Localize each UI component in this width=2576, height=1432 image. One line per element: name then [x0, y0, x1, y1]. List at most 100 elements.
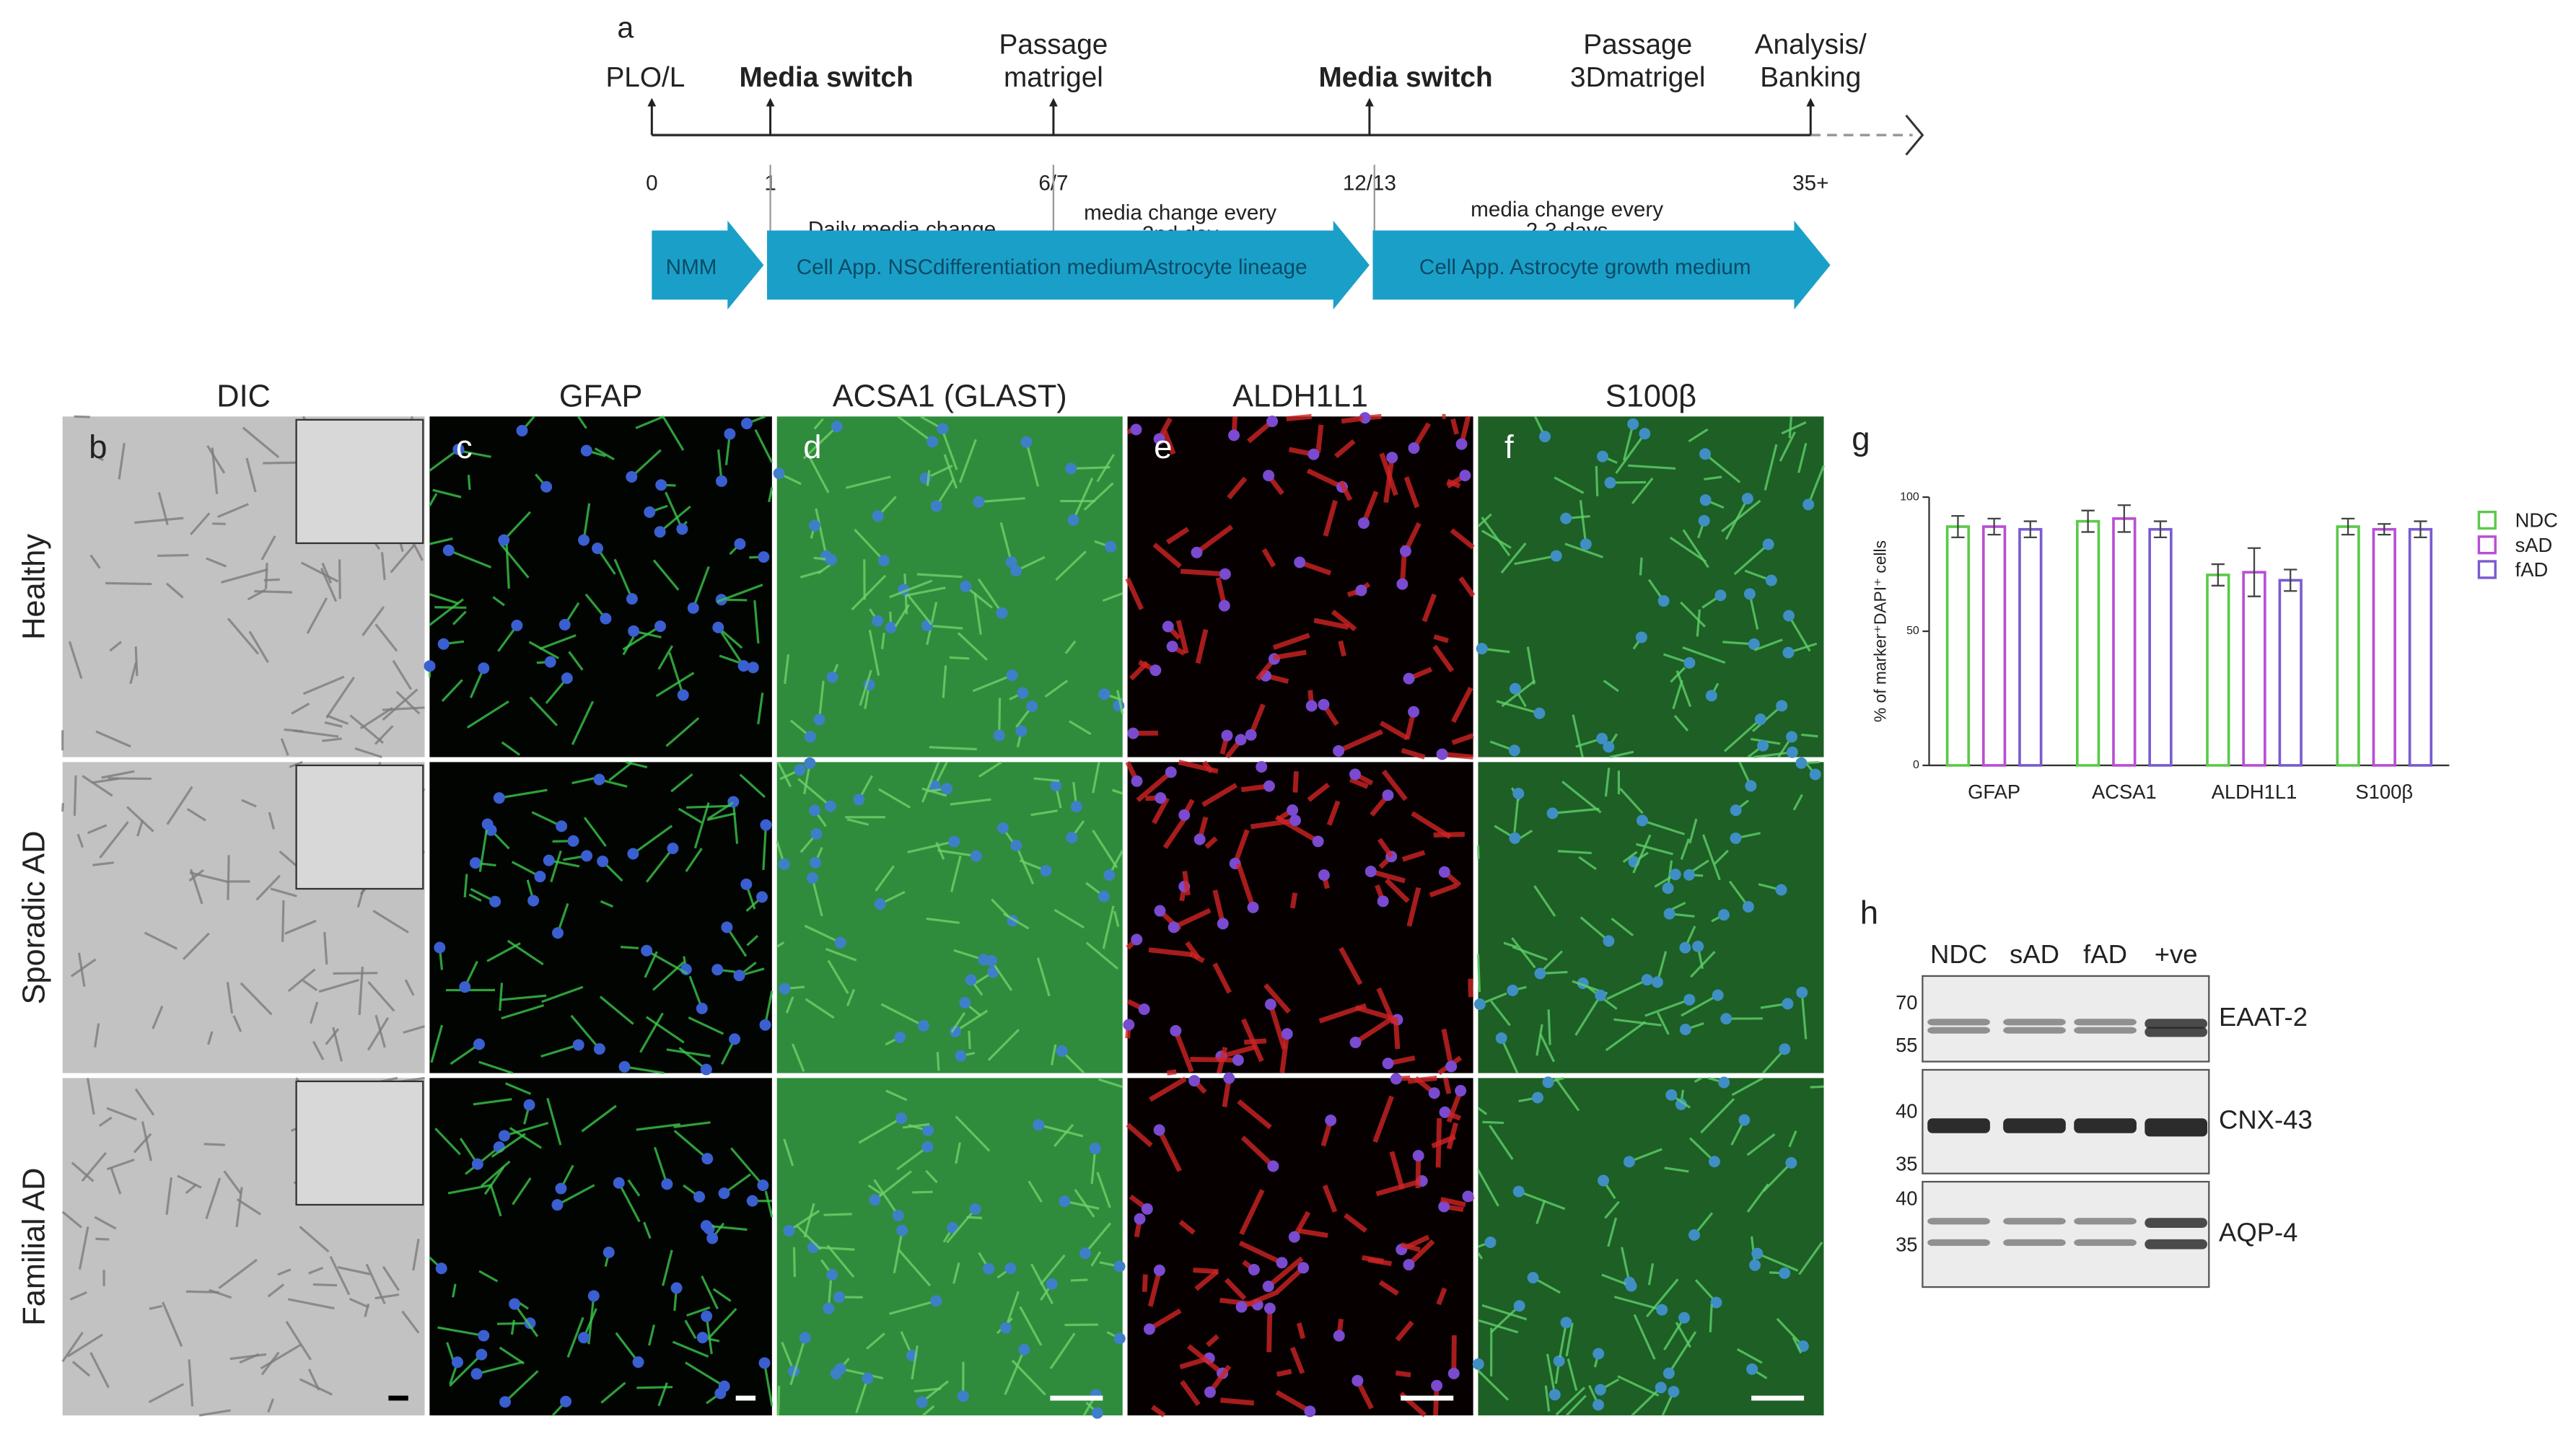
nucleus — [478, 662, 490, 675]
cell-process — [1647, 1263, 1655, 1286]
cell-process — [1567, 1358, 1578, 1392]
cell-process — [1644, 998, 1690, 1017]
nucleus — [834, 936, 846, 949]
cell-process — [1275, 1265, 1305, 1294]
cell-process — [374, 623, 398, 652]
cell-process — [82, 775, 113, 797]
cell-process — [1148, 947, 1193, 957]
cell-process — [1520, 829, 1533, 839]
bar-chart: 0 50 100 % of marker⁺DAPI⁺ cells GFAP ACSA1 AL… — [1870, 491, 2557, 803]
cell-process — [448, 549, 492, 568]
cell-process — [528, 641, 559, 659]
cell-process — [157, 553, 189, 558]
nucleus — [556, 820, 568, 833]
cell-process — [1779, 431, 1796, 462]
nucleus — [1067, 514, 1079, 526]
cell-process — [1083, 482, 1114, 511]
nucleus — [1017, 687, 1029, 699]
cell-process — [1273, 649, 1307, 661]
cell-process — [1733, 543, 1769, 576]
cell-process — [1370, 869, 1406, 884]
nucleus — [894, 1031, 906, 1043]
nucleus — [783, 1224, 795, 1236]
cell-process — [452, 610, 467, 625]
nucleus — [1263, 780, 1275, 792]
nucleus — [1399, 545, 1411, 557]
cell-process — [624, 1066, 665, 1075]
cell-process — [1680, 601, 1707, 628]
cell-process — [324, 721, 343, 728]
cell-process — [1344, 1213, 1367, 1233]
nucleus — [1079, 1247, 1092, 1260]
cell-process — [1672, 680, 1683, 710]
cell-process — [302, 675, 345, 695]
cell-process — [1564, 543, 1603, 558]
nucleus — [996, 822, 1009, 834]
cell-process — [465, 1146, 500, 1175]
nucleus — [1786, 746, 1798, 758]
cell-process — [67, 1333, 103, 1358]
row-label: Sporadic AD — [17, 831, 52, 1005]
nucleus — [469, 857, 481, 869]
nucleus — [1741, 493, 1753, 505]
cell-process — [133, 1133, 152, 1154]
cell-process — [268, 812, 276, 830]
cell-process — [229, 1353, 267, 1361]
nucleus — [1248, 1264, 1260, 1276]
cell-process — [880, 633, 885, 649]
cell-process — [1125, 577, 1144, 610]
nucleus — [498, 1130, 510, 1142]
panel-label: a — [617, 11, 634, 44]
cell-process — [1798, 1242, 1823, 1275]
cell-process — [254, 589, 293, 594]
error-bar — [1951, 514, 1965, 539]
cell-process — [1450, 418, 1460, 435]
cell-process — [429, 593, 460, 605]
cell-process — [1180, 1379, 1201, 1407]
cell-process — [281, 900, 285, 942]
nucleus — [834, 1363, 846, 1375]
cell-process — [404, 979, 415, 996]
cell-process — [678, 807, 703, 824]
nucleus — [1287, 804, 1299, 816]
cell-process — [1668, 1331, 1697, 1374]
nucleus — [626, 593, 638, 605]
nucleus — [1651, 976, 1663, 988]
cell-process — [429, 448, 460, 472]
nucleus — [1641, 974, 1653, 986]
nucleus — [1089, 1143, 1101, 1154]
micrograph — [429, 416, 772, 757]
cell-process — [1148, 1308, 1182, 1332]
nucleus — [561, 672, 573, 685]
nucleus — [1263, 470, 1275, 482]
cell-process — [382, 1265, 400, 1291]
cell-process — [291, 702, 310, 715]
cell-process — [1787, 615, 1811, 652]
cell-process — [241, 799, 257, 808]
nucleus — [917, 1019, 929, 1032]
cell-process — [177, 1174, 202, 1189]
nucleus — [481, 818, 494, 830]
band — [2145, 1118, 2208, 1137]
cell-process — [746, 935, 759, 946]
nucleus — [700, 1063, 712, 1076]
error-bar — [2414, 520, 2427, 539]
cell-process — [1565, 1322, 1574, 1357]
nucleus — [746, 1195, 758, 1207]
cell-process — [608, 761, 633, 781]
cell-process — [1126, 1123, 1153, 1148]
event-label: Analysis/ — [1755, 29, 1867, 60]
nucleus — [896, 1224, 908, 1236]
nucleus — [1438, 866, 1450, 878]
cell-process — [987, 1029, 1020, 1061]
cell-process — [1401, 747, 1426, 760]
cell-process — [227, 855, 230, 900]
nucleus — [1786, 731, 1798, 743]
cell-process — [358, 967, 364, 1016]
micrograph — [776, 416, 1123, 757]
cell-process — [571, 700, 595, 745]
cell-process — [1354, 1016, 1395, 1045]
cell-process — [1432, 644, 1455, 673]
nucleus — [1056, 1045, 1068, 1057]
cell-process — [1307, 782, 1331, 802]
